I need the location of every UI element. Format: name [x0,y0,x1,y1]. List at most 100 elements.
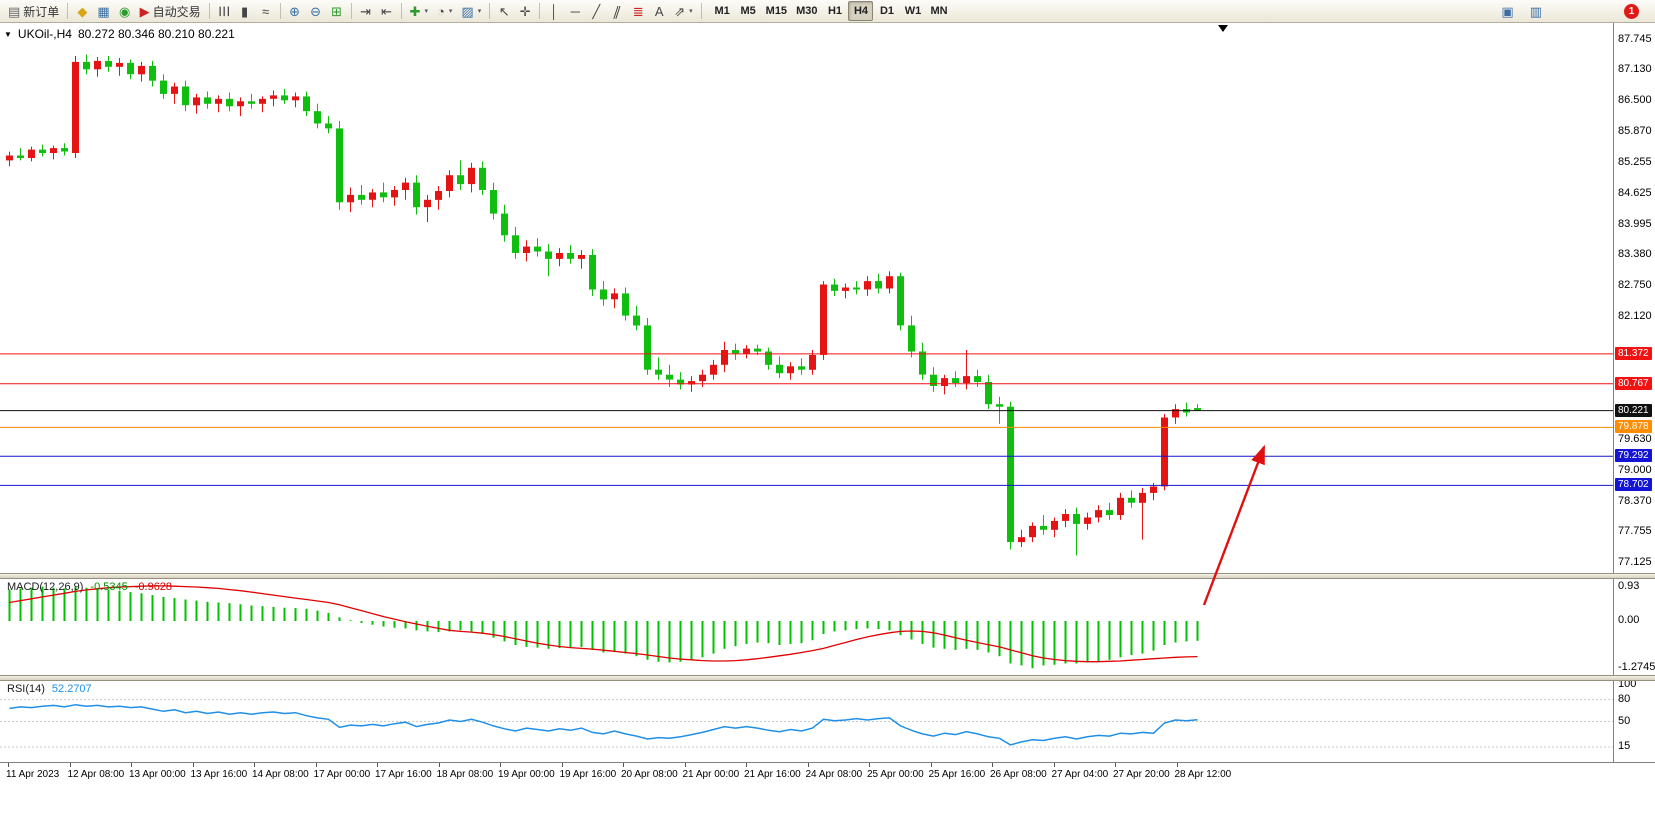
channel-icon: ∥ [611,3,623,19]
periods-button[interactable]: ◔ ▾ [433,1,456,21]
chart-shift-marker[interactable] [1218,25,1228,32]
channel-tool-button[interactable]: ∥ [607,1,627,21]
notification-badge[interactable]: 1 [1624,3,1639,19]
price-axis-label: 85.870 [1618,125,1652,137]
auto-scroll-button[interactable]: ⇥ [356,1,376,21]
trendline-tool-button[interactable]: ╱ [586,1,606,21]
macd-signal-value: -0.9628 [134,581,173,593]
macd-canvas[interactable] [0,579,1613,675]
cursor-tool-button[interactable]: ↖ [494,1,514,21]
price-level-chip: 78.702 [1615,478,1652,491]
grid-panel-icon: ▥ [1529,3,1542,19]
rsi-name: RSI(14) [7,683,45,695]
timeframe-d1[interactable]: D1 [874,1,899,21]
horizontal-line-tool-button[interactable]: ─ [565,1,585,21]
new-order-label: 新订单 [23,4,60,19]
time-axis-label: 17 Apr 16:00 [375,769,432,780]
chart-header: ▼ UKOil-,H4 80.272 80.346 80.210 80.221 [4,27,235,41]
price-axis-label: 86.500 [1618,94,1652,106]
timeframe-m30[interactable]: M30 [792,1,821,21]
toolbar-extra-button-2[interactable]: ▥ [1526,1,1546,21]
time-axis-label: 27 Apr 20:00 [1113,769,1170,780]
bar-chart-mode-button[interactable]: ☰ [214,1,234,21]
timeframe-h1[interactable]: H1 [822,1,847,21]
price-axis-label: 82.750 [1618,279,1652,291]
zoom-in-icon: ⊕ [289,3,301,19]
macd-axis-label: 0.00 [1618,614,1640,626]
macd-axis-label: 0.93 [1618,580,1640,592]
timeframe-mn[interactable]: MN [926,1,951,21]
main-chart-canvas[interactable] [0,23,1613,573]
text-tool-icon: A [654,3,664,19]
zoom-out-icon: ⊖ [310,3,322,19]
panel-icon: ▣ [1501,3,1514,19]
indicators-button[interactable]: ✚ ▾ [406,1,432,21]
templates-button[interactable]: ▨ ▾ [457,1,485,21]
price-level-chip: 80.767 [1615,377,1652,390]
time-axis-tick [807,763,809,767]
new-order-button[interactable]: ▤ 新订单 [4,1,63,21]
price-axis[interactable]: 87.745 87.130 86.500 85.870 85.255 84.625 83.9… [1613,23,1655,762]
metaeditor-button[interactable]: ◆ [72,1,92,21]
vertical-line-tool-button[interactable]: │ [544,1,564,21]
vertical-line-icon: │ [550,3,559,19]
price-axis-label: 79.630 [1618,433,1652,445]
toolbar-separator [67,3,69,19]
timeframe-buttons: M1 M5 M15 M30 H1 H4 D1 W1 MN [710,1,952,21]
line-chart-mode-button[interactable]: ≈ [256,1,276,21]
chart-shift-icon: ⇤ [381,3,393,19]
zoom-out-button[interactable]: ⊖ [306,1,326,21]
time-axis-tick [8,763,9,767]
market-watch-button[interactable]: ▦ [93,1,113,21]
toolbar: ▤ 新订单 ◆ ▦ ◉ ▶ 自动交易 ☰ ▮ ≈ ⊕ ⊖ ⊞ ⇥ ⇤ ✚ ▾ ◔ ▾… [0,0,1655,23]
time-axis-tick [869,763,870,767]
timeframe-m1[interactable]: M1 [710,1,735,21]
text-tool-button[interactable]: A [649,1,669,21]
line-chart-icon: ≈ [262,3,270,19]
new-chart-icon: ⊞ [331,3,343,19]
auto-trading-label: 自动交易 [152,4,201,19]
toolbar-separator [208,3,210,19]
auto-trading-button[interactable]: ▶ 自动交易 [136,1,205,21]
navigator-button[interactable]: ◉ [115,1,135,21]
time-axis-tick [254,763,255,767]
timeframe-m15[interactable]: M15 [762,1,791,21]
time-axis-label: 11 Apr 2023 [6,769,60,780]
arrows-tool-button[interactable]: ⇗ ▾ [670,1,696,21]
toolbar-right: ▣ ▥ 1 [1497,1,1651,21]
time-axis-label: 27 Apr 04:00 [1051,769,1109,780]
cursor-icon: ↖ [498,3,510,19]
panel-splitter-rsi[interactable] [0,675,1655,681]
timeframe-w1[interactable]: W1 [900,1,925,21]
price-axis-label: 83.380 [1618,248,1652,260]
time-axis-tick [684,763,686,767]
symbol-collapse-icon[interactable]: ▼ [4,29,12,39]
time-axis-tick [1176,763,1178,767]
trendline-icon: ╱ [592,3,601,19]
zoom-in-button[interactable]: ⊕ [285,1,305,21]
navigator-icon: ◉ [118,3,131,19]
time-axis-label: 14 Apr 08:00 [252,769,309,780]
rsi-canvas[interactable] [0,681,1613,762]
rsi-axis-label: 100 [1618,678,1637,690]
price-axis-label: 79.000 [1618,464,1652,476]
fibonacci-tool-button[interactable]: ≣ [628,1,648,21]
template-icon: ▨ [461,3,474,19]
new-chart-button[interactable]: ⊞ [327,1,347,21]
time-axis-tick [69,763,71,767]
chevron-down-icon: ▾ [477,8,482,15]
time-axis-tick [315,763,317,767]
timeframe-h4[interactable]: H4 [848,1,874,21]
chart-shift-button[interactable]: ⇤ [377,1,397,21]
toolbar-extra-button-1[interactable]: ▣ [1497,1,1517,21]
time-axis-label: 21 Apr 00:00 [682,769,740,780]
panel-splitter-macd[interactable] [0,573,1655,579]
time-axis-label: 12 Apr 08:00 [67,769,125,780]
timeframe-m5[interactable]: M5 [736,1,761,21]
crosshair-tool-button[interactable]: ✛ [515,1,535,21]
candlestick-mode-button[interactable]: ▮ [235,1,255,21]
auto-trading-icon: ▶ [139,3,150,19]
time-axis[interactable]: 11 Apr 2023 12 Apr 08:00 13 Apr 00:00 13 Ap… [0,762,1655,826]
price-level-chip: 80.221 [1615,404,1652,417]
